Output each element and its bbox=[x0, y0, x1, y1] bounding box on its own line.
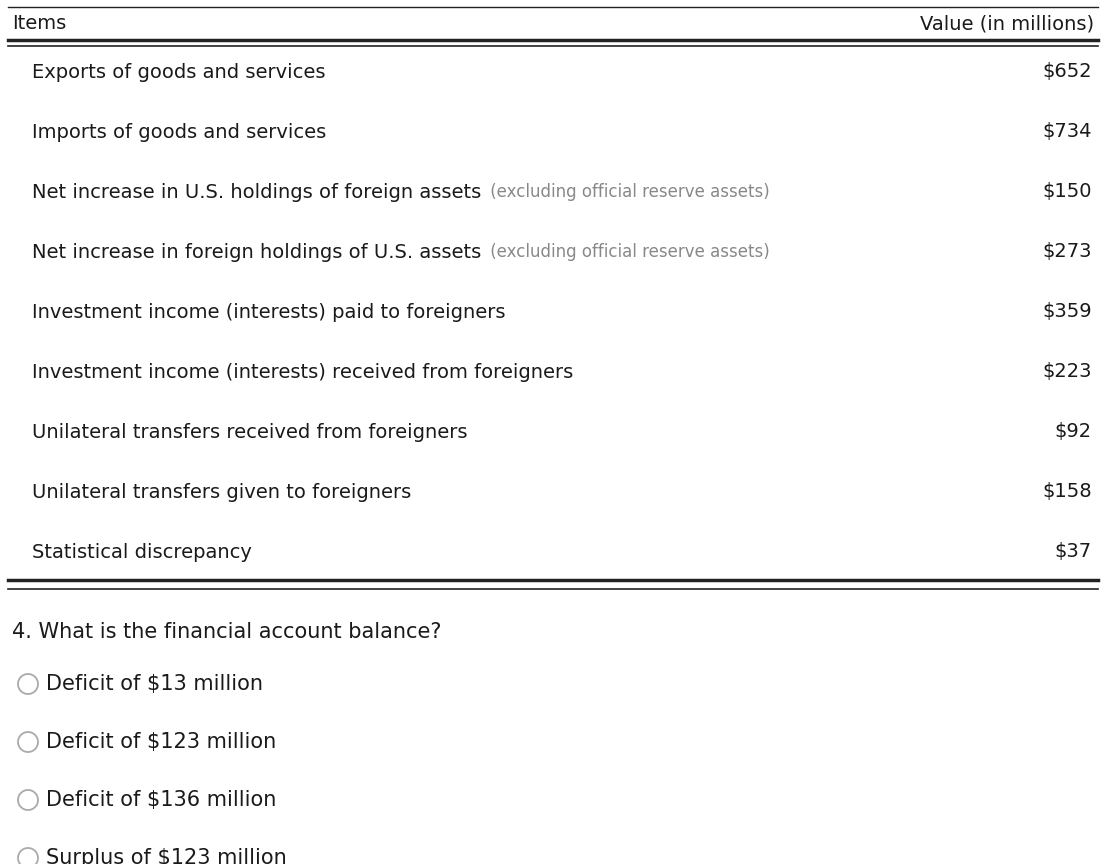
Text: $158: $158 bbox=[1042, 482, 1092, 501]
Text: Investment income (interests) paid to foreigners: Investment income (interests) paid to fo… bbox=[32, 302, 505, 321]
Text: (excluding official reserve assets): (excluding official reserve assets) bbox=[486, 183, 770, 201]
Text: $273: $273 bbox=[1043, 243, 1092, 262]
Text: $734: $734 bbox=[1043, 123, 1092, 142]
Text: 4. What is the financial account balance?: 4. What is the financial account balance… bbox=[12, 622, 441, 642]
Text: (excluding official reserve assets): (excluding official reserve assets) bbox=[486, 243, 770, 261]
Text: $150: $150 bbox=[1043, 182, 1092, 201]
Text: $92: $92 bbox=[1055, 422, 1092, 442]
Text: Imports of goods and services: Imports of goods and services bbox=[32, 123, 326, 142]
Text: Net increase in foreign holdings of U.S. assets: Net increase in foreign holdings of U.S.… bbox=[32, 243, 481, 262]
Text: Items: Items bbox=[12, 14, 66, 33]
Text: Unilateral transfers given to foreigners: Unilateral transfers given to foreigners bbox=[32, 482, 411, 501]
Text: Surplus of $123 million: Surplus of $123 million bbox=[46, 848, 286, 864]
Text: Deficit of $13 million: Deficit of $13 million bbox=[46, 674, 263, 694]
Text: Exports of goods and services: Exports of goods and services bbox=[32, 62, 325, 81]
Text: $359: $359 bbox=[1042, 302, 1092, 321]
Text: Net increase in U.S. holdings of foreign assets: Net increase in U.S. holdings of foreign… bbox=[32, 182, 481, 201]
Text: $652: $652 bbox=[1042, 62, 1092, 81]
Text: $37: $37 bbox=[1055, 543, 1092, 562]
Text: Investment income (interests) received from foreigners: Investment income (interests) received f… bbox=[32, 363, 573, 382]
Text: Statistical discrepancy: Statistical discrepancy bbox=[32, 543, 252, 562]
Text: $223: $223 bbox=[1043, 363, 1092, 382]
Text: Value (in millions): Value (in millions) bbox=[920, 14, 1094, 33]
Text: Unilateral transfers received from foreigners: Unilateral transfers received from forei… bbox=[32, 422, 468, 442]
Text: Deficit of $123 million: Deficit of $123 million bbox=[46, 732, 276, 752]
Text: Deficit of $136 million: Deficit of $136 million bbox=[46, 790, 276, 810]
